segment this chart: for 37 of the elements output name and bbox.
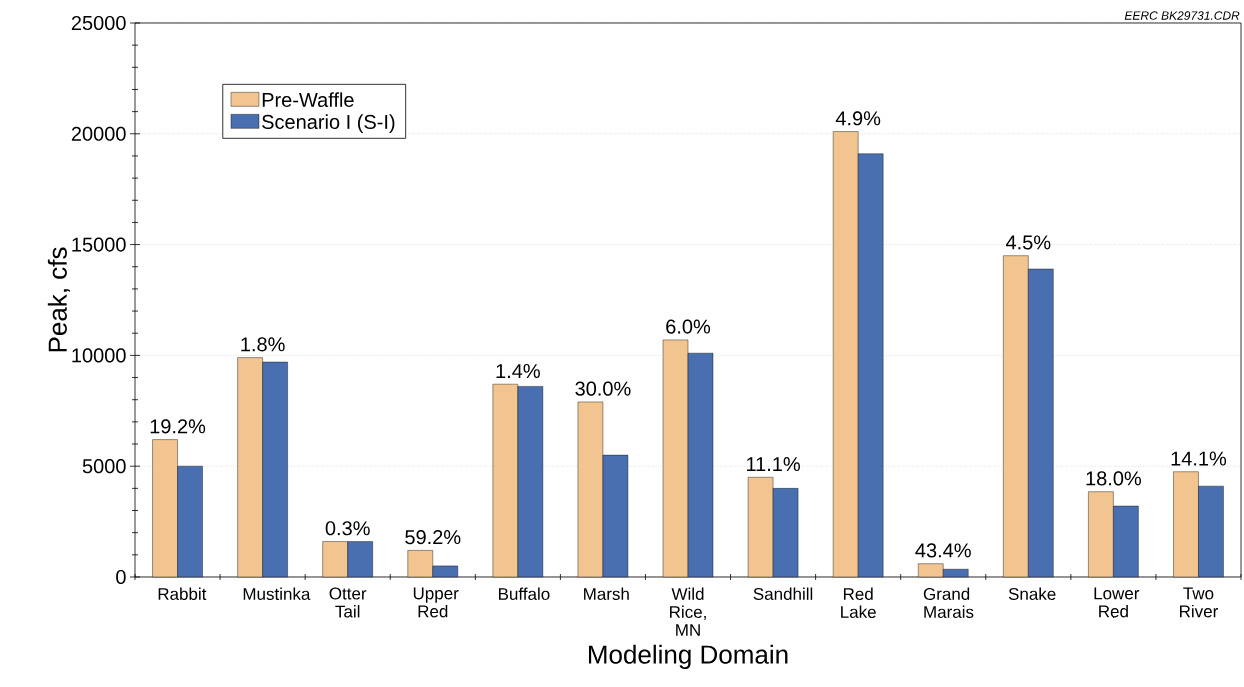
- annotation: 6.0%: [666, 319, 711, 334]
- annotation: 43.4%: [915, 543, 971, 558]
- text: EERC BK29731.CDR: [1124, 11, 1240, 20]
- annotation: 1.4%: [496, 364, 540, 378]
- annotation: 30.0%: [575, 381, 631, 396]
- x-tick-label: Snake: [1008, 587, 1056, 601]
- x-tick-label: Rabbit: [158, 587, 207, 601]
- annotation: 0.3%: [325, 521, 370, 536]
- annotation: 18.0%: [1086, 471, 1142, 486]
- annotation: 4.9%: [835, 111, 881, 126]
- y-tick-label: 15000: [72, 237, 126, 252]
- x-tick-label: Marsh: [584, 587, 629, 601]
- x-tick-label: Grand Marais: [923, 587, 974, 619]
- annotation: 1.8%: [241, 337, 285, 352]
- x-tick-label: Lower Red: [1094, 587, 1140, 618]
- y-tick-label: 10000: [72, 348, 126, 363]
- x-tick-label: Otter Tail: [329, 587, 367, 618]
- x-tick-label: Wild Rice, MN: [670, 587, 706, 636]
- x-axis-title: Modeling Domain: [588, 644, 788, 669]
- x-tick-label: Upper Red: [413, 587, 459, 618]
- y-tick-label: 5000: [82, 459, 126, 474]
- x-tick-label: Mustinka: [243, 587, 311, 601]
- legend-label: Pre-Waffle: [262, 92, 354, 108]
- x-tick-label: Two River: [1180, 587, 1219, 618]
- y-tick-label: 20000: [71, 126, 126, 141]
- annotation: 19.2%: [150, 419, 206, 434]
- y-axis-title: Peak, cfs: [47, 247, 70, 352]
- x-tick-label: Red Lake: [841, 587, 876, 619]
- annotation: 11.1%: [746, 457, 800, 472]
- x-tick-label: Sandhill: [753, 587, 813, 601]
- annotation: 59.2%: [405, 530, 461, 545]
- annotation: 4.5%: [1005, 235, 1051, 250]
- legend-label: Scenario I (S-I): [262, 114, 395, 133]
- annotation: 14.1%: [1171, 451, 1227, 466]
- y-tick-label: 25000: [71, 15, 126, 31]
- x-tick-label: Buffalo: [499, 587, 550, 601]
- y-tick-label: 0: [116, 569, 126, 585]
